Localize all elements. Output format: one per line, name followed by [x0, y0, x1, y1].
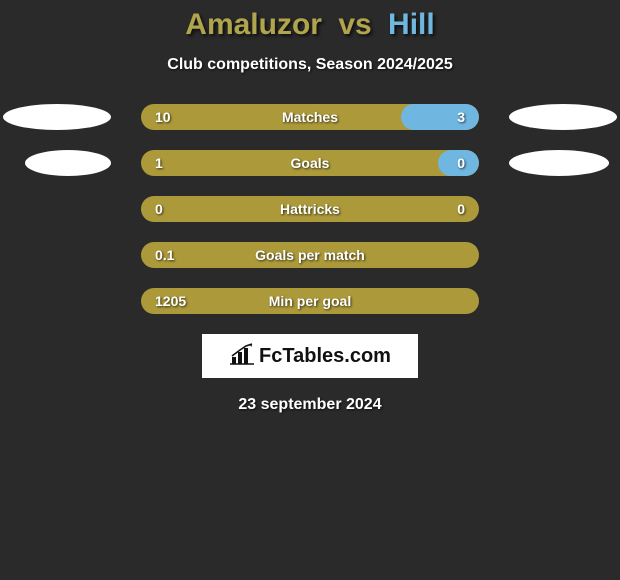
stat-bar: 0 Hattricks 0 — [141, 196, 479, 222]
stat-row: 0 Hattricks 0 — [0, 196, 620, 222]
player2-oval — [509, 104, 617, 130]
page-title: Amaluzor vs Hill — [0, 8, 620, 42]
stat-bar-right-fill — [401, 104, 479, 130]
stat-bar: 1205 Min per goal — [141, 288, 479, 314]
stat-row: 1 Goals 0 — [0, 150, 620, 176]
subtitle: Club competitions, Season 2024/2025 — [0, 56, 620, 74]
stat-right-value: 3 — [457, 104, 465, 130]
player2-oval — [509, 150, 609, 176]
stat-label: Goals per match — [255, 242, 365, 268]
site-logo[interactable]: FcTables.com — [202, 334, 418, 378]
stat-left-value: 0 — [155, 196, 163, 222]
player1-name: Amaluzor — [185, 8, 322, 41]
comparison-card: Amaluzor vs Hill Club competitions, Seas… — [0, 0, 620, 414]
stat-left-value: 0.1 — [155, 242, 174, 268]
stat-bar: 0.1 Goals per match — [141, 242, 479, 268]
stat-label: Min per goal — [269, 288, 351, 314]
player1-oval — [3, 104, 111, 130]
logo-text: FcTables.com — [259, 345, 391, 368]
stat-left-value: 10 — [155, 104, 171, 130]
stat-left-value: 1205 — [155, 288, 186, 314]
stat-row: 1205 Min per goal — [0, 288, 620, 314]
stat-label: Hattricks — [280, 196, 340, 222]
chart-icon — [229, 343, 255, 370]
vs-text: vs — [338, 8, 371, 41]
stat-right-value: 0 — [457, 150, 465, 176]
stat-rows: 10 Matches 3 1 Goals 0 0 Hattricks 0 0.1 Goals per… — [0, 104, 620, 314]
stat-row: 0.1 Goals per match — [0, 242, 620, 268]
stat-right-value: 0 — [457, 196, 465, 222]
player2-name: Hill — [388, 8, 435, 41]
stat-bar: 1 Goals 0 — [141, 150, 479, 176]
stat-left-value: 1 — [155, 150, 163, 176]
stat-label: Goals — [291, 150, 330, 176]
date-text: 23 september 2024 — [0, 396, 620, 414]
stat-label: Matches — [282, 104, 338, 130]
stat-row: 10 Matches 3 — [0, 104, 620, 130]
stat-bar: 10 Matches 3 — [141, 104, 479, 130]
player1-oval — [25, 150, 111, 176]
